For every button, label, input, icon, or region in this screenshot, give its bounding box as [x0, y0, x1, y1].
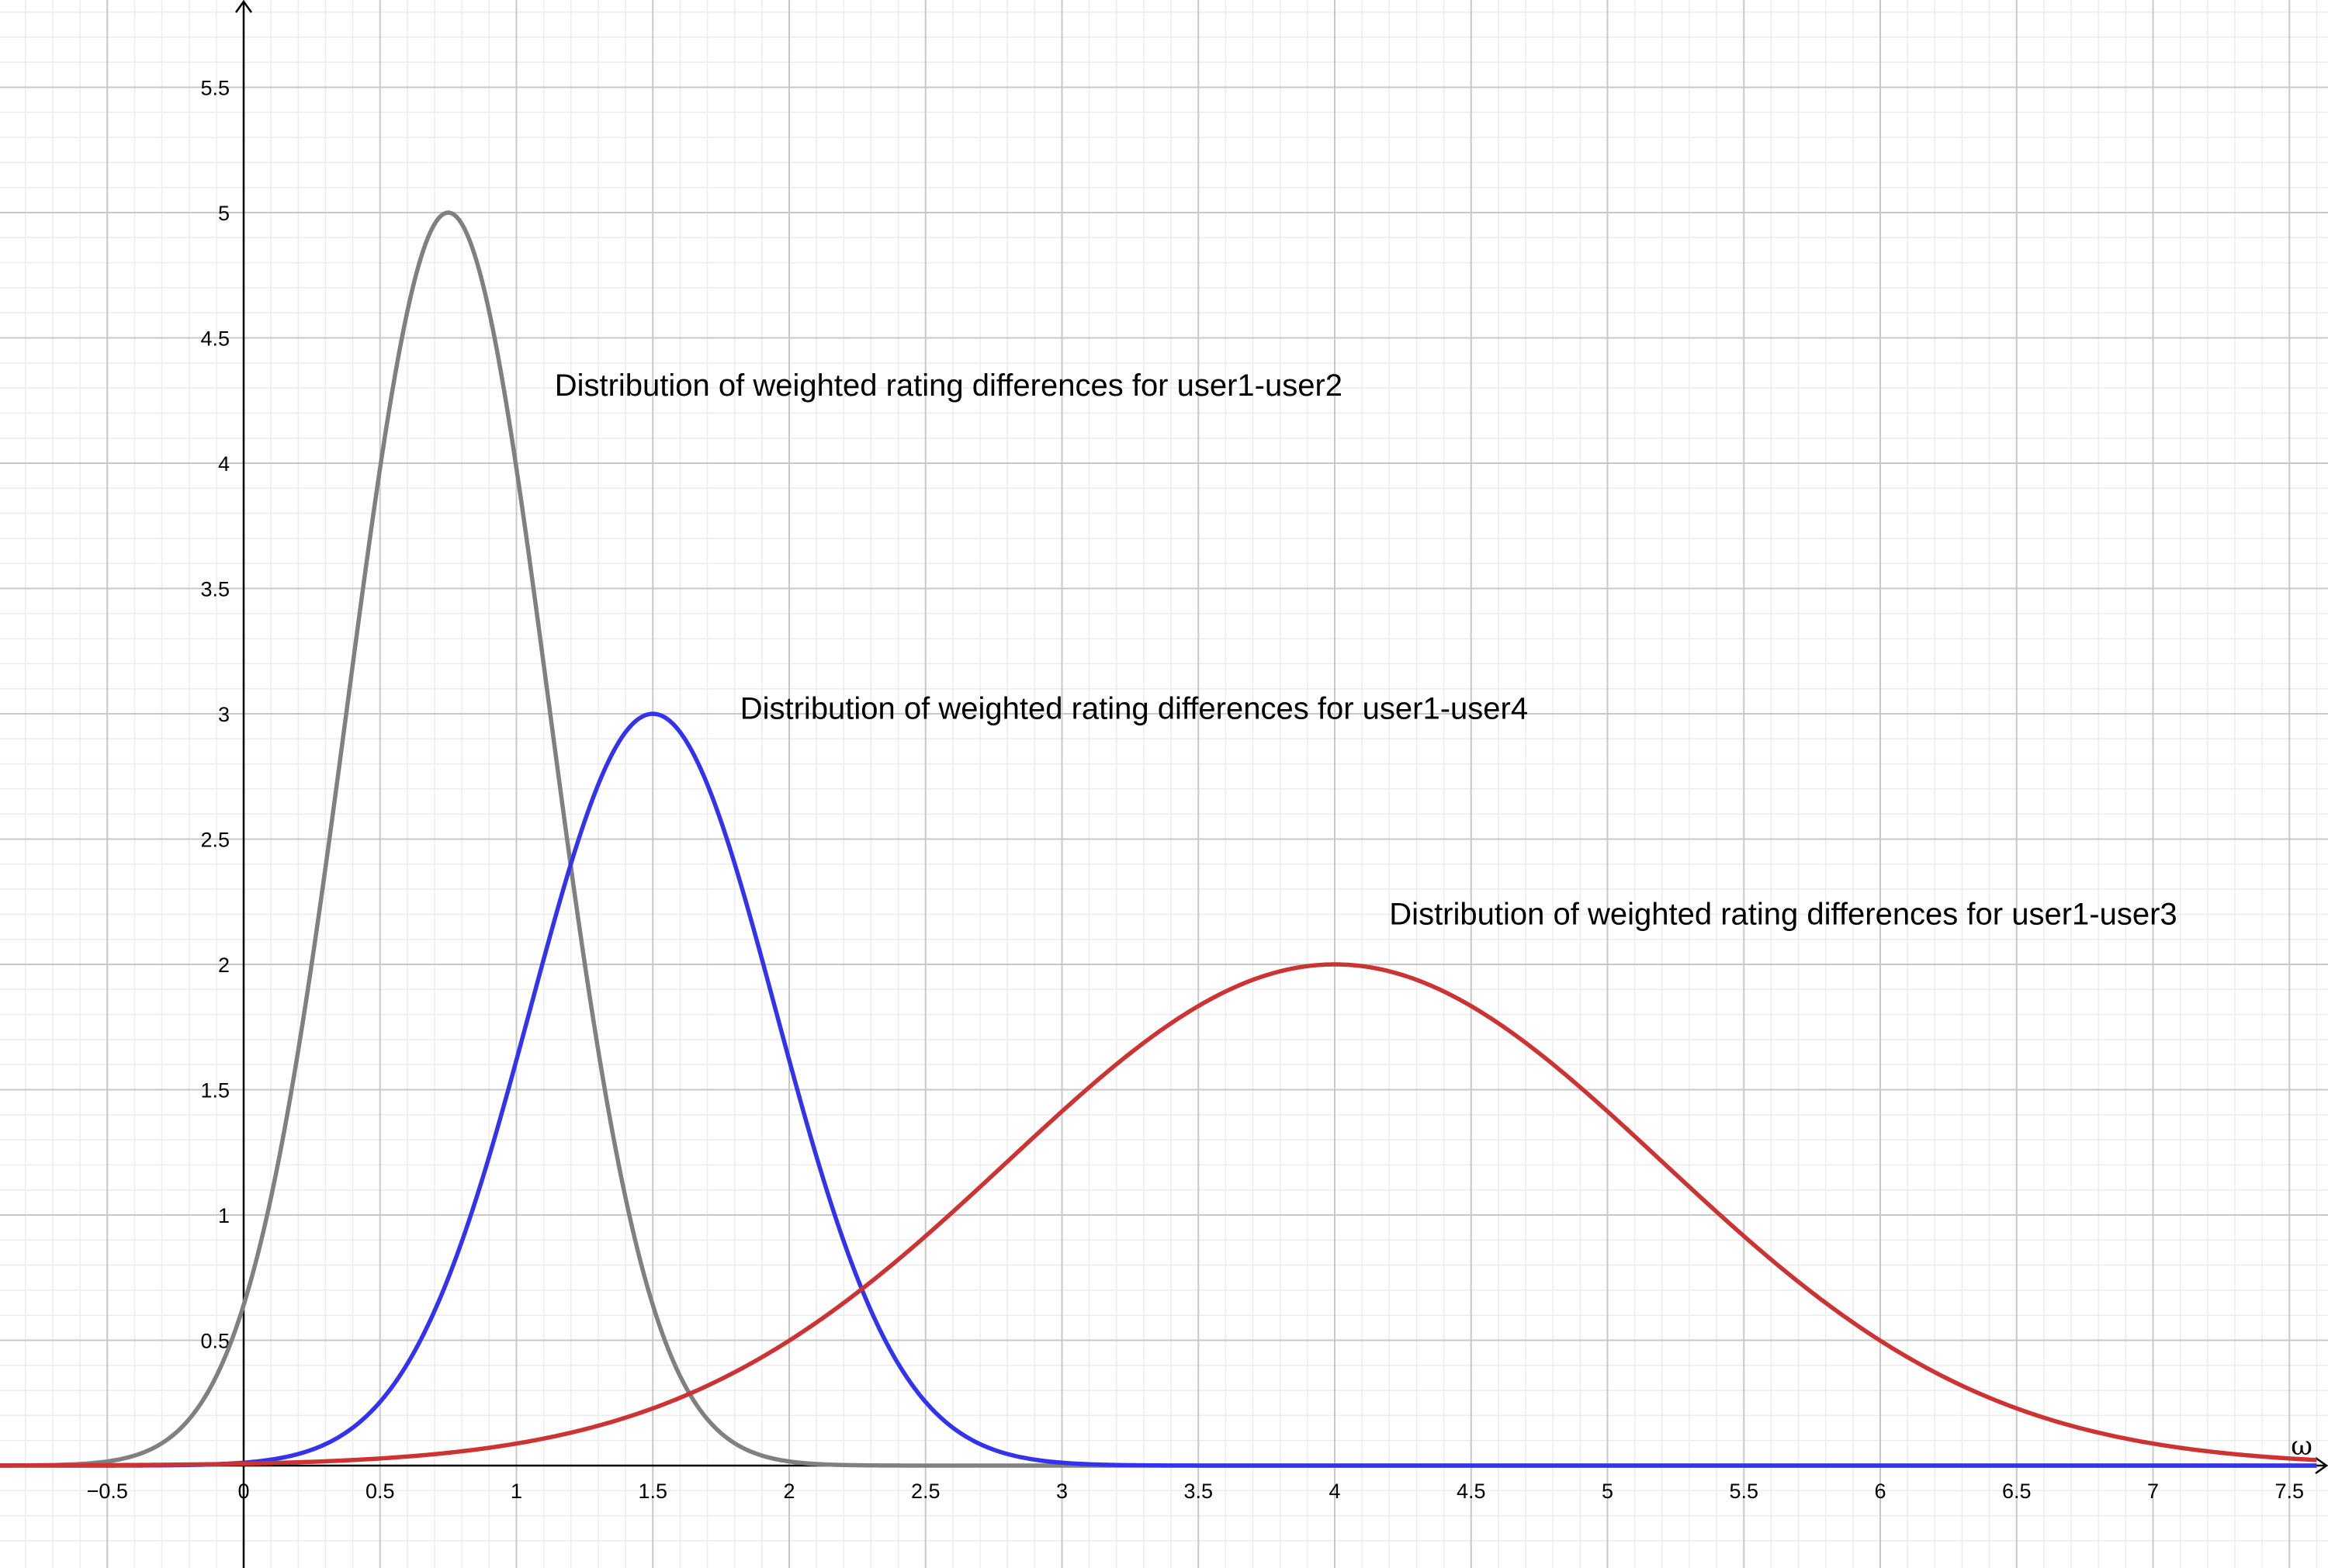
- x-tick-label: 3: [1056, 1480, 1068, 1503]
- series-curves: [0, 210, 2317, 1468]
- x-tick-label: 7.5: [2274, 1480, 2304, 1503]
- x-tick-label: −0.5: [87, 1480, 128, 1503]
- x-tick-labels: −0.5 0 0.5 1 1.5 2 2.5 3 3.5 4 4.5 5 5.5 6 6.5 7 7.5: [87, 1480, 2304, 1503]
- x-axis-arrow: [2315, 1456, 2328, 1475]
- y-tick-label: 3: [218, 703, 230, 726]
- annotation-1: Distribution of weighted rating differen…: [555, 369, 1342, 403]
- y-tick-label: 5.5: [200, 77, 230, 100]
- annotations: Distribution of weighted rating differen…: [555, 369, 2177, 932]
- x-tick-label: 2.5: [911, 1480, 941, 1503]
- y-tick-label: 1.5: [200, 1079, 230, 1102]
- x-tick-label: 0.5: [365, 1480, 395, 1503]
- y-tick-label: 3.5: [200, 578, 230, 601]
- annotation-3: Distribution of weighted rating differen…: [1389, 897, 2177, 931]
- series-line-2: [0, 711, 2317, 1468]
- x-tick-label: 6: [1874, 1480, 1886, 1503]
- y-tick-label: 4.5: [200, 327, 230, 351]
- x-tick-label: 5: [1602, 1480, 1613, 1503]
- x-tick-label: 5.5: [1729, 1480, 1758, 1503]
- x-axis-label: ω: [2291, 1431, 2312, 1462]
- x-tick-label: 4: [1329, 1480, 1340, 1503]
- y-tick-label: 2: [218, 954, 230, 977]
- y-tick-labels: 0.5 1 1.5 2 2.5 3 3.5 4 4.5 5 5.5: [200, 77, 230, 1353]
- x-tick-label: 1: [511, 1480, 522, 1503]
- x-tick-label: 4.5: [1457, 1480, 1486, 1503]
- x-tick-label: 7: [2147, 1480, 2159, 1503]
- x-tick-label: 0: [237, 1480, 249, 1503]
- y-axis-arrow: [234, 0, 253, 13]
- x-tick-label: 2: [783, 1480, 795, 1503]
- x-tick-label: 3.5: [1183, 1480, 1213, 1503]
- y-tick-label: 4: [218, 452, 230, 476]
- y-tick-label: 1: [218, 1204, 230, 1227]
- x-tick-label: 6.5: [2002, 1480, 2032, 1503]
- y-tick-label: 0.5: [200, 1330, 230, 1353]
- series-line-3: [0, 962, 2317, 1468]
- y-tick-label: 5: [218, 202, 230, 225]
- y-tick-label: 2.5: [200, 829, 230, 852]
- annotation-2: Distribution of weighted rating differen…: [740, 691, 1528, 725]
- x-tick-label: 1.5: [638, 1480, 667, 1503]
